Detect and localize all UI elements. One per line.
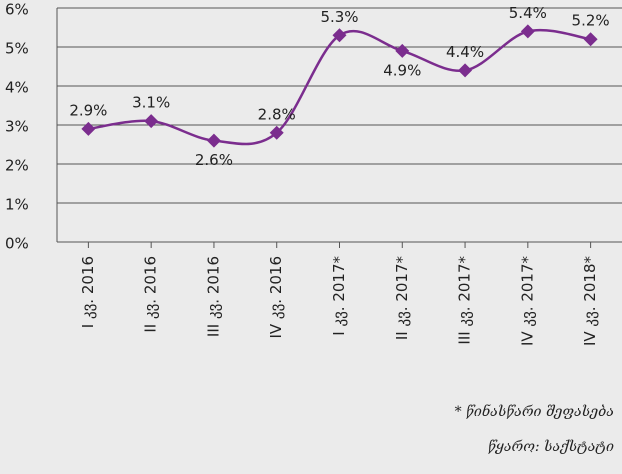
- data-label: 5.3%: [320, 8, 358, 26]
- marker: [269, 125, 284, 140]
- footnote: * წინასწარი შეფასება: [455, 402, 614, 420]
- y-tick-label: 6%: [5, 1, 29, 19]
- data-label: 4.4%: [446, 43, 484, 61]
- x-tick-label: III კვ. 2017*: [456, 256, 474, 345]
- data-label: 3.1%: [132, 94, 170, 112]
- x-tick-label: I კვ. 2016: [79, 256, 97, 328]
- marker: [583, 32, 598, 47]
- x-tick-label: II კვ. 2017*: [393, 256, 411, 341]
- x-tick-label: II კვ. 2016: [142, 256, 160, 333]
- x-tick-label: IV კვ. 2017*: [518, 256, 536, 347]
- data-label: 2.6%: [195, 151, 233, 169]
- marker: [81, 121, 96, 136]
- marker: [458, 63, 473, 78]
- source-note: წყარო: საქსტატი: [488, 438, 614, 455]
- y-tick-label: 5%: [5, 40, 29, 58]
- x-tick-label: IV კვ. 2016: [267, 256, 285, 339]
- marker: [332, 28, 347, 43]
- marker: [206, 133, 221, 148]
- y-tick-label: 0%: [5, 235, 29, 253]
- data-label: 5.2%: [572, 12, 610, 30]
- x-tick-label: IV კვ. 2018*: [581, 256, 599, 347]
- data-label: 5.4%: [509, 4, 547, 22]
- x-tick-label: I კვ. 2017*: [330, 256, 348, 336]
- data-label: 2.9%: [69, 101, 107, 119]
- y-tick-label: 3%: [5, 118, 29, 136]
- y-tick-label: 2%: [5, 157, 29, 175]
- y-tick-label: 4%: [5, 79, 29, 97]
- y-tick-label: 1%: [5, 196, 29, 214]
- marker: [520, 24, 535, 39]
- marker: [395, 43, 410, 58]
- data-label: 4.9%: [383, 61, 421, 79]
- x-tick-label: III კვ. 2016: [204, 256, 222, 337]
- marker: [144, 114, 159, 129]
- data-label: 2.8%: [258, 105, 296, 123]
